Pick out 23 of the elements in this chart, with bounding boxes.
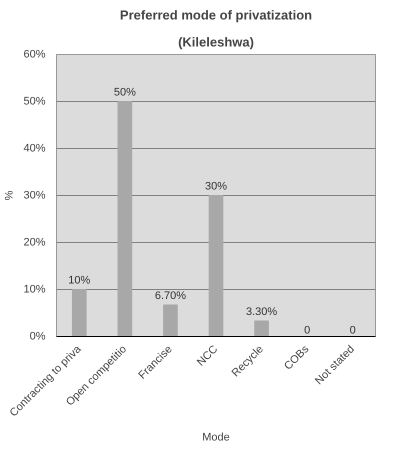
y-axis-title: % [3,190,16,200]
y-tick-label: 20% [23,236,46,248]
data-label: 3.30% [246,306,278,318]
data-label: 50% [114,86,136,98]
y-tick-label: 40% [23,142,46,154]
bar [163,304,178,336]
y-tick-label: 10% [23,284,46,296]
chart-subtitle: (Kileleshwa) [178,34,254,50]
bar [118,101,132,336]
bar [72,289,87,336]
bar [254,320,269,336]
x-axis-title: Mode [202,431,230,444]
data-label: 0 [350,324,356,336]
y-tick-label: 30% [23,190,46,202]
data-label: 30% [204,180,228,192]
data-label: 10% [68,274,91,286]
data-label: 6.70% [154,290,186,302]
y-tick-label: 50% [23,96,46,108]
y-tick-label: 0% [30,330,46,342]
bar [208,195,224,336]
data-label: 0 [304,324,310,336]
chart-title: Preferred mode of privatization [120,8,312,22]
y-tick-label: 60% [23,48,46,60]
